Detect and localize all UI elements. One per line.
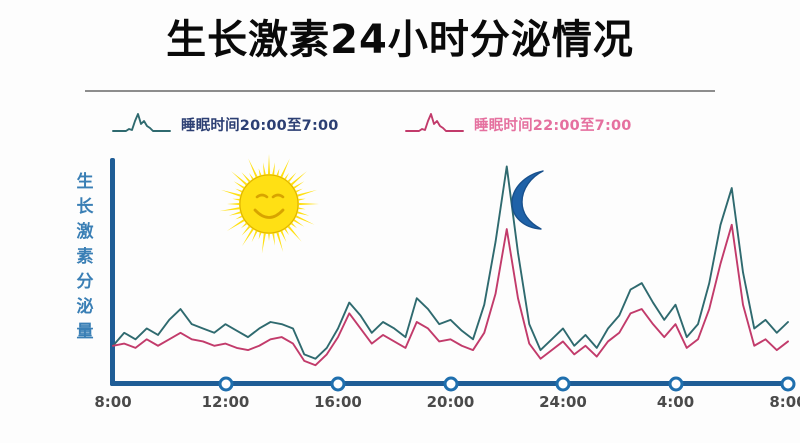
sun-smiley-icon: [213, 152, 325, 260]
line-chart-svg: [112, 165, 789, 367]
legend-label-sleep-22-to-7: 睡眠时间22:00至7:00: [474, 117, 632, 134]
x-axis-tick-label-6: 8:00: [769, 393, 800, 411]
x-axis-tick-label-0: 8:00: [94, 393, 132, 411]
x-axis-tick-label-5: 4:00: [656, 393, 695, 411]
legend-line-icon-teal: [112, 110, 174, 138]
x-axis-marker-5[interactable]: [668, 376, 683, 391]
series-line-1: [112, 223, 789, 367]
x-axis-marker-3[interactable]: [443, 376, 458, 391]
x-axis-marker-1[interactable]: [218, 376, 233, 391]
x-axis-marker-4[interactable]: [555, 376, 571, 391]
x-axis-tick-label-3: 20:00: [426, 393, 475, 411]
x-axis-marker-6[interactable]: [780, 376, 796, 391]
legend-item-sleep-20-to-7: 睡眠时间20:00至7:00: [112, 110, 339, 138]
legend-label-sleep-20-to-7: 睡眠时间20:00至7:00: [181, 117, 339, 134]
title-divider: [85, 90, 715, 92]
legend-item-sleep-22-to-7: 睡眠时间22:00至7:00: [405, 110, 632, 138]
x-axis-tick-label-1: 12:00: [201, 393, 250, 411]
plot-area: [112, 160, 789, 382]
crescent-moon-icon: [494, 163, 566, 235]
page-title: 生长激素24小时分泌情况: [166, 17, 634, 63]
y-axis-label: 生 长 激 素 分 泌 量: [76, 172, 94, 342]
y-axis-line: [110, 158, 115, 386]
series-line-0: [112, 165, 789, 360]
x-axis-tick-label-2: 16:00: [314, 393, 362, 411]
x-axis-marker-2[interactable]: [330, 376, 346, 391]
x-axis-tick-label-4: 24:00: [539, 393, 587, 411]
legend-line-icon-pink: [405, 110, 467, 138]
